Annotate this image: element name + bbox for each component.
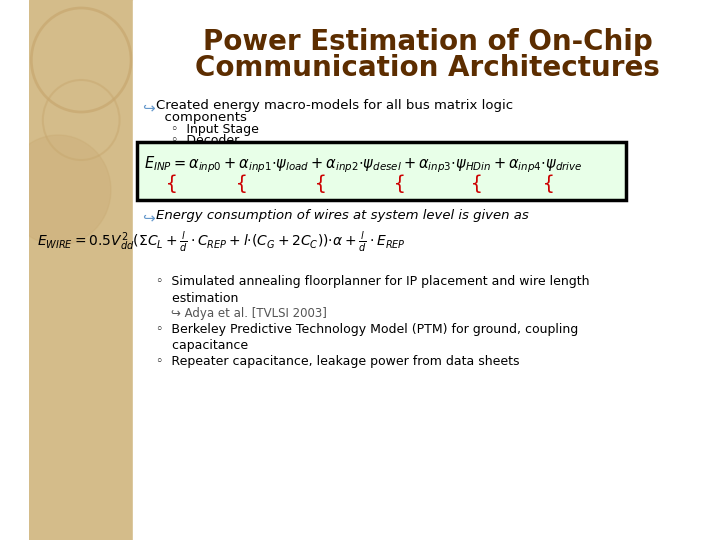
- Text: $E_{INP}$$ = \alpha_{inp0} + \alpha_{inp1}{\cdot}\psi_{load} + \alpha_{inp2}{\cd: $E_{INP}$$ = \alpha_{inp0} + \alpha_{inp…: [145, 154, 583, 176]
- Text: ↪ Adya et al. [TVLSI 2003]: ↪ Adya et al. [TVLSI 2003]: [156, 307, 327, 321]
- Text: $\}$: $\}$: [395, 171, 407, 193]
- Text: $\}$: $\}$: [316, 171, 328, 193]
- Bar: [133, 0, 720, 540]
- Text: ◦  Output Stage: ◦ Output Stage: [171, 145, 270, 159]
- Text: ↪: ↪: [143, 211, 156, 226]
- Text: estimation: estimation: [156, 292, 238, 305]
- Text: $\}$: $\}$: [167, 171, 179, 193]
- Text: $\}$: $\}$: [237, 171, 249, 193]
- Text: capacitance: capacitance: [156, 340, 248, 353]
- Bar: [30, 0, 133, 540]
- Text: ◦  Berkeley Predictive Technology Model (PTM) for ground, coupling: ◦ Berkeley Predictive Technology Model (…: [156, 323, 578, 336]
- Text: ◦  Simulated annealing floorplanner for IP placement and wire length: ◦ Simulated annealing floorplanner for I…: [156, 275, 590, 288]
- Text: Power Estimation of On-Chip: Power Estimation of On-Chip: [202, 28, 652, 56]
- Text: ◦  Repeater capacitance, leakage power from data sheets: ◦ Repeater capacitance, leakage power fr…: [156, 355, 520, 368]
- Text: $\}$: $\}$: [472, 171, 484, 193]
- FancyBboxPatch shape: [137, 142, 626, 200]
- Text: ◦  Input Stage: ◦ Input Stage: [171, 124, 259, 137]
- Circle shape: [6, 135, 111, 245]
- Text: $E_{WIRE} = 0.5V^2_{dd}(\Sigma C_L + \frac{l}{d} \cdot C_{REP} + l{\cdot}(C_G+2C: $E_{WIRE} = 0.5V^2_{dd}(\Sigma C_L + \fr…: [37, 230, 405, 254]
- Text: Energy consumption of wires at system level is given as: Energy consumption of wires at system le…: [156, 208, 528, 221]
- Text: ↪: ↪: [143, 100, 156, 116]
- Text: ◦  Decoder: ◦ Decoder: [171, 134, 240, 147]
- Text: Communication Architectures: Communication Architectures: [195, 54, 660, 82]
- Text: components: components: [156, 111, 247, 125]
- Text: Created energy macro-models for all bus matrix logic: Created energy macro-models for all bus …: [156, 98, 513, 111]
- Text: $\}$: $\}$: [544, 171, 557, 193]
